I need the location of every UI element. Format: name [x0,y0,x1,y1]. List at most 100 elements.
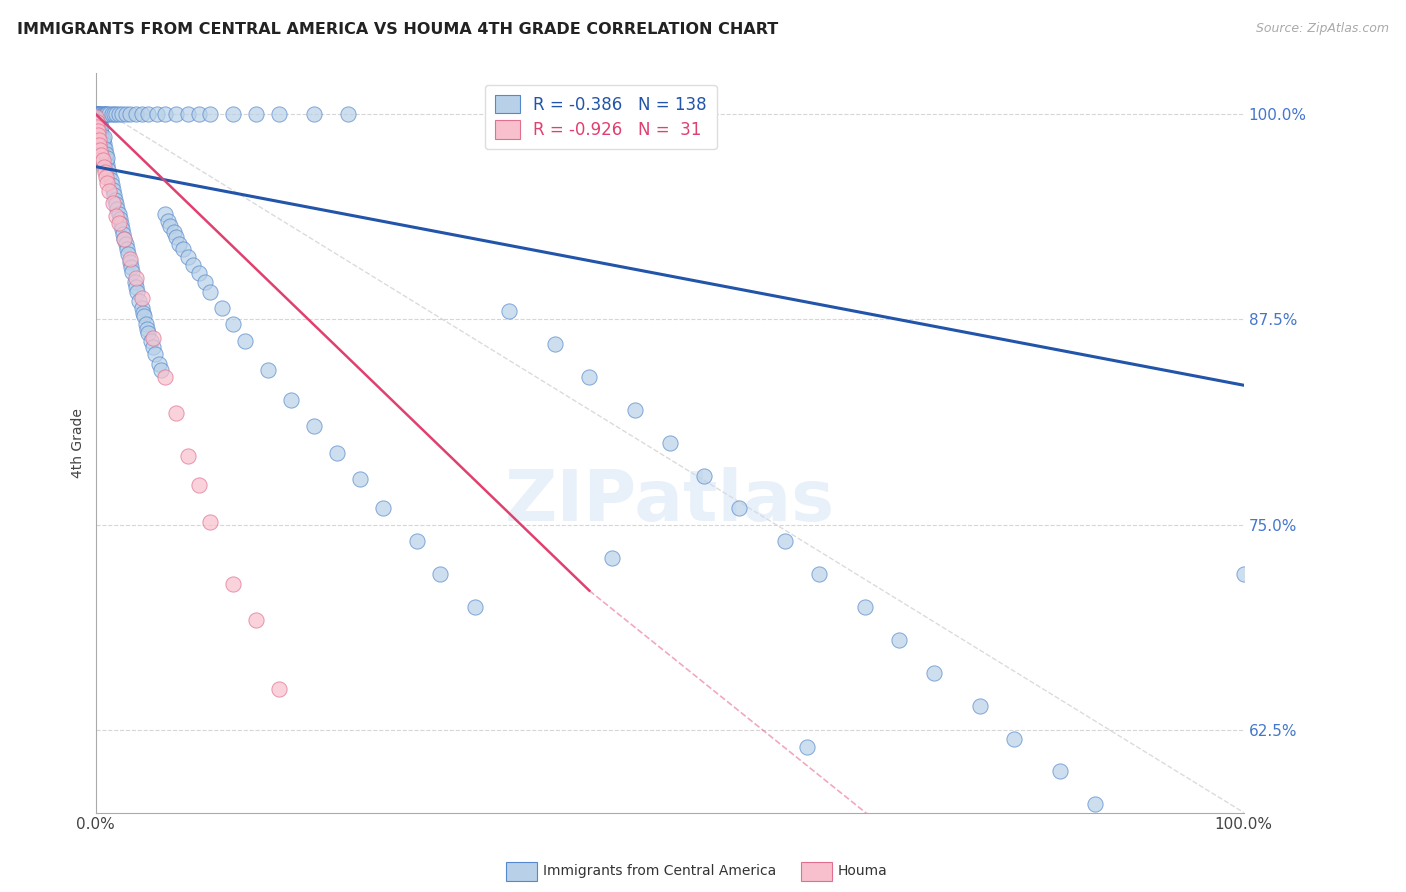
Point [89,130,111,145]
Point [97,163,120,178]
Point [464,600,486,615]
Point [124,275,146,289]
Point [101,183,124,197]
Point [91,132,114,146]
Point [922,665,945,680]
Point [114,107,136,121]
Point [117,246,139,260]
Point [96,152,118,166]
Point [93,143,115,157]
Point [269,107,291,121]
Point [94,107,117,121]
Point [544,337,567,351]
Point [87,133,110,147]
Point [693,468,716,483]
Point [94,148,117,162]
Point [194,275,217,289]
Point [111,222,134,236]
Point [93,107,115,121]
Point [98,184,121,198]
Point [222,107,245,121]
Point [115,242,138,256]
Text: Immigrants from Central America: Immigrants from Central America [543,864,776,879]
Point [233,334,256,348]
Point [153,207,176,221]
Point [125,107,148,121]
Point [93,160,115,174]
Point [87,125,110,139]
Point [188,107,211,121]
Point [181,258,204,272]
Point [125,285,148,299]
Point [111,107,134,121]
Point [84,111,107,125]
Point [107,107,129,121]
Point [89,123,111,137]
Point [93,136,115,151]
Point [658,435,681,450]
Point [773,534,796,549]
Point [87,128,110,143]
Point [120,252,142,266]
Point [1083,797,1105,812]
Point [87,107,110,121]
Point [94,107,117,121]
Point [89,107,111,121]
Point [98,168,121,182]
Point [138,107,160,121]
Point [87,138,110,153]
Point [125,271,148,285]
Point [94,164,117,178]
Point [120,255,142,269]
Point [142,341,165,355]
Text: IMMIGRANTS FROM CENTRAL AMERICA VS HOUMA 4TH GRADE CORRELATION CHART: IMMIGRANTS FROM CENTRAL AMERICA VS HOUMA… [17,22,778,37]
Point [245,613,267,627]
Point [153,107,176,121]
Point [222,577,245,591]
Point [87,112,110,126]
Point [107,202,129,217]
Point [103,107,125,121]
Point [87,107,110,121]
Point [498,304,520,318]
Point [176,250,198,264]
Point [302,419,325,434]
Point [578,370,600,384]
Point [138,326,160,340]
Point [87,123,110,137]
Point [136,322,159,336]
Point [172,242,194,256]
Point [211,301,233,315]
Point [89,143,111,157]
Point [128,294,150,309]
Point [200,107,222,121]
Point [1002,731,1025,746]
Point [87,119,110,133]
Point [86,107,108,121]
Point [86,120,108,135]
Point [86,111,108,125]
Point [371,501,394,516]
Point [1049,764,1071,779]
Point [1129,830,1152,845]
Point [222,318,245,332]
Point [165,107,187,121]
Point [176,449,198,463]
Point [96,158,118,172]
Point [105,197,128,211]
Point [142,330,165,344]
Point [200,515,222,529]
Point [107,215,129,229]
Point [108,212,131,227]
Point [131,107,153,121]
Point [104,193,127,207]
Point [87,113,110,128]
Point [188,267,211,281]
Point [600,550,623,565]
Point [91,107,114,121]
Point [132,309,155,323]
Point [94,153,117,167]
Point [90,120,112,135]
Point [89,117,111,131]
Point [90,148,112,162]
